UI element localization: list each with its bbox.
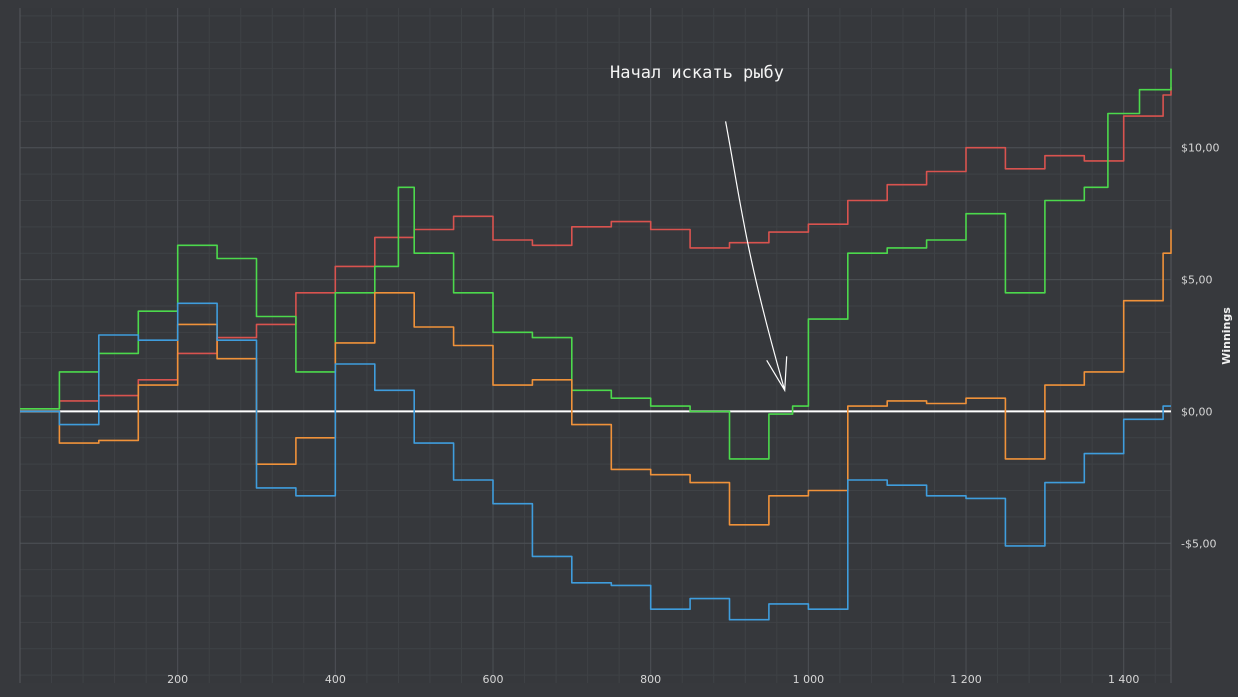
y-axis-title: Winnings (1220, 307, 1233, 365)
annotation: Начал искать рыбу (610, 63, 788, 393)
annotation-text: Начал искать рыбу (610, 63, 784, 83)
x-tick-label: 1 200 (950, 673, 982, 686)
series-line-3 (20, 229, 1172, 526)
series-layer (20, 68, 1172, 621)
series-line-2 (20, 68, 1172, 460)
annotation-arrow (724, 121, 788, 393)
y-tick-label: $10,00 (1181, 142, 1220, 155)
tick-labels: 200 400 600 800 1 000 1 200 1 400 $10,00 $5,00 $0… (167, 142, 1219, 686)
x-tick-label: 600 (483, 673, 504, 686)
plot-area (20, 8, 1171, 683)
y-tick-label: -$5,00 (1181, 537, 1216, 550)
x-tick-label: 200 (167, 673, 188, 686)
x-tick-label: 400 (325, 673, 346, 686)
y-tick-label: $0,00 (1181, 405, 1213, 418)
grid (19, 8, 1172, 683)
series-line-4 (20, 302, 1171, 621)
y-tick-label: $5,00 (1181, 274, 1213, 287)
x-tick-label: 800 (640, 673, 661, 686)
x-tick-label: 1 000 (793, 673, 825, 686)
x-tick-label: 1 400 (1108, 673, 1140, 686)
